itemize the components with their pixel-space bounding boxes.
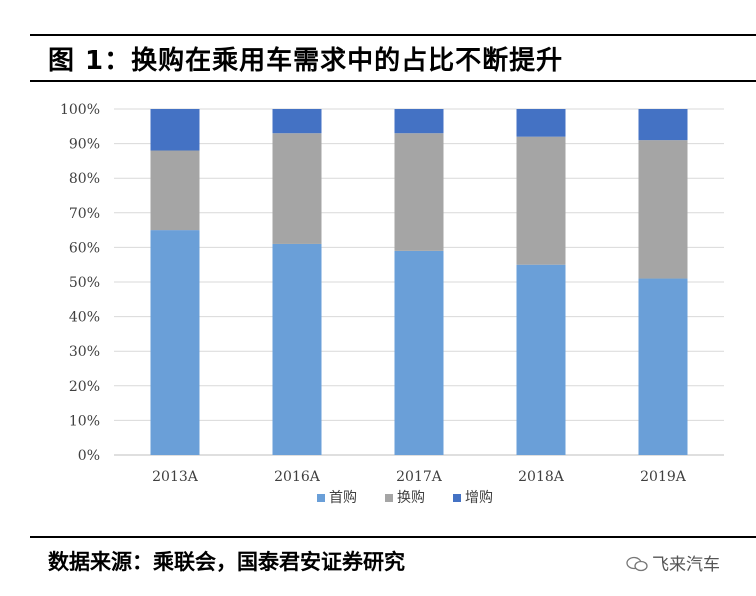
bar-2017A-series-1 [394, 133, 444, 251]
title-bottom-rule [30, 80, 756, 82]
y-tick-label: 50% [69, 275, 100, 291]
bar-2013A-series-2 [150, 109, 200, 151]
y-tick-label: 0% [78, 448, 100, 464]
bar-2016A-series-2 [272, 109, 322, 134]
x-tick-label: 2019A [640, 469, 687, 485]
bar-2013A-series-0 [150, 230, 200, 455]
y-tick-label: 100% [60, 102, 100, 118]
bar-2019A-series-0 [638, 278, 688, 455]
y-tick-label: 60% [69, 240, 100, 256]
legend-label: 换购 [397, 489, 425, 506]
bar-2017A-series-2 [394, 109, 444, 134]
y-tick-label: 30% [69, 344, 100, 360]
legend-swatch [453, 494, 461, 502]
legend: 首购 换购 增购 [317, 489, 493, 506]
x-tick-label: 2018A [518, 469, 565, 485]
legend-label: 增购 [465, 490, 493, 506]
y-tick-label: 10% [69, 413, 100, 429]
y-tick-label: 70% [69, 206, 100, 222]
y-tick-label: 20% [69, 379, 100, 395]
x-tick-label: 2017A [396, 469, 443, 485]
source-note: 数据来源：乘联会，国泰君安证券研究 [48, 550, 405, 574]
x-axis-ticks: 2013A 2016A 2017A 2018A 2019A [152, 469, 687, 485]
bar-2017A-series-0 [394, 250, 444, 455]
y-tick-label: 80% [69, 171, 100, 187]
bar-2018A-series-2 [516, 109, 566, 137]
bar-2018A-series-0 [516, 264, 566, 455]
y-tick-label: 90% [69, 137, 100, 153]
watermark-text: 飞来汽车 [652, 555, 720, 575]
footer-rule [30, 536, 756, 538]
y-axis-ticks: 0% 10% 20% 30% 40% 50% 60% 70% 80% 90% 100% [60, 102, 100, 464]
bars [150, 109, 688, 455]
bar-2016A-series-1 [272, 133, 322, 244]
bar-2018A-series-1 [516, 136, 566, 265]
bar-2016A-series-0 [272, 243, 322, 455]
stacked-bar-chart: 0%10%20%30%40%50%60%70%80%90%100% 2013A 2… [60, 102, 724, 506]
bar-2013A-series-1 [150, 150, 200, 231]
y-tick-label: 40% [69, 310, 100, 326]
legend-label: 首购 [329, 490, 357, 506]
figure-title: 图 1：换购在乘用车需求中的占比不断提升 [48, 46, 564, 76]
x-tick-label: 2013A [152, 469, 199, 485]
legend-swatch [317, 494, 325, 502]
wechat-logo-icon [626, 556, 648, 572]
x-tick-label: 2016A [274, 469, 321, 485]
bar-2019A-series-2 [638, 109, 688, 141]
watermark: 飞来汽车 [626, 550, 720, 575]
legend-swatch [385, 494, 393, 502]
bar-2019A-series-1 [638, 140, 688, 279]
title-top-rule [30, 34, 756, 36]
